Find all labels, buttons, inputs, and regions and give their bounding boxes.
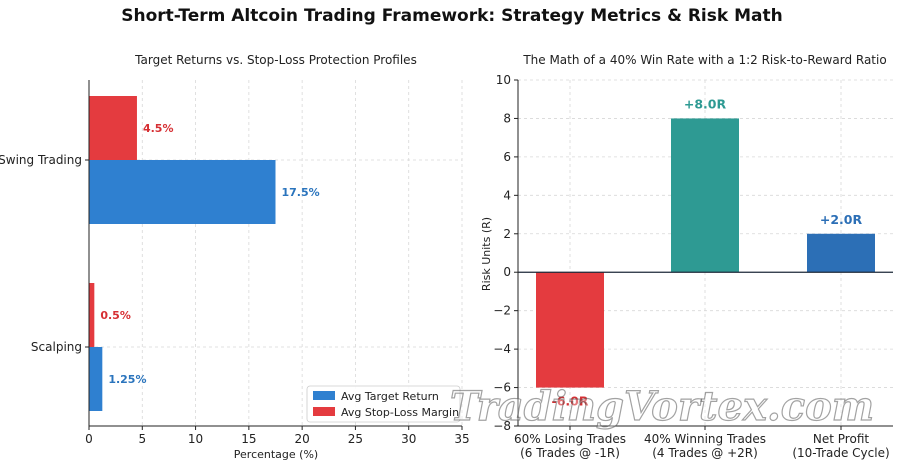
right-y-tick-label: −6 <box>493 381 511 395</box>
legend-entry: Avg Stop-Loss Margin <box>341 406 459 419</box>
left-x-tick-label: 5 <box>138 432 146 446</box>
legend: Avg Target Return Avg Stop-Loss Margin <box>306 385 461 423</box>
target-return-bar <box>89 160 276 224</box>
target-return-label: 1.25% <box>108 373 146 386</box>
right-x-tick-label: (4 Trades @ +2R) <box>652 446 758 460</box>
legend-entry: Avg Target Return <box>341 390 439 403</box>
left-x-tick-label: 25 <box>348 432 363 446</box>
risk-bar-label: +8.0R <box>684 96 727 111</box>
right-y-axis-label: Risk Units (R) <box>480 217 493 291</box>
right-x-tick-label: (10-Trade Cycle) <box>792 446 889 460</box>
watermark: TradingVortex.com <box>450 383 874 430</box>
stop-loss-bar <box>89 96 137 160</box>
figure-title: Short-Term Altcoin Trading Framework: St… <box>121 6 782 26</box>
right-y-tick-label: −4 <box>493 342 511 356</box>
right-bars: -6.0R +8.0R +2.0R <box>536 96 875 409</box>
right-chart: The Math of a 40% Win Rate with a 1:2 Ri… <box>480 53 893 460</box>
left-bars: 1.25% 17.5% 0.5% 4.5% <box>89 96 320 411</box>
right-y-tick-label: 10 <box>496 73 511 87</box>
stop-loss-bar <box>89 283 95 347</box>
risk-bar <box>671 118 739 273</box>
risk-bar <box>536 272 604 388</box>
left-x-axis-label: Percentage (%) <box>234 448 318 461</box>
right-x-tick-label: 40% Winning Trades <box>644 432 766 446</box>
right-y-tick-label: 0 <box>503 265 511 279</box>
left-x-tick-label: 30 <box>401 432 416 446</box>
right-x-tick-label: (6 Trades @ -1R) <box>520 446 620 460</box>
left-y-tick-label: Scalping <box>31 340 82 354</box>
right-y-tick-label: 2 <box>503 227 511 241</box>
target-return-bar <box>89 347 103 411</box>
legend-box <box>306 385 461 423</box>
right-y-tick-label: −8 <box>493 419 511 433</box>
left-x-tick-label: 20 <box>295 432 310 446</box>
right-x-tick-label: Net Profit <box>813 432 869 446</box>
right-x-tick-label: 60% Losing Trades <box>514 432 626 446</box>
stop-loss-label: 0.5% <box>100 309 131 322</box>
right-chart-title: The Math of a 40% Win Rate with a 1:2 Ri… <box>522 53 886 67</box>
left-y-tick-label: Swing Trading <box>0 153 82 167</box>
right-axes: −8 −6 −4 −2 0 2 4 6 8 10 60% Losing Trades(6 Trade… <box>493 73 893 460</box>
left-x-tick-label: 0 <box>85 432 93 446</box>
left-axes: 0 5 10 15 20 25 30 35 Scalping Swing Trading <box>0 80 470 446</box>
right-y-tick-label: 8 <box>503 111 511 125</box>
risk-bar <box>807 233 875 273</box>
left-x-tick-label: 15 <box>241 432 256 446</box>
right-y-tick-label: −2 <box>493 304 511 318</box>
right-y-tick-label: 4 <box>503 188 511 202</box>
legend-swatch <box>313 407 335 416</box>
target-return-label: 17.5% <box>282 186 320 199</box>
stop-loss-label: 4.5% <box>143 122 174 135</box>
left-chart: Target Returns vs. Stop-Loss Protection … <box>0 53 470 461</box>
left-x-tick-label: 10 <box>188 432 203 446</box>
risk-bar-label: +2.0R <box>820 212 863 227</box>
risk-bar-label: -6.0R <box>552 394 589 409</box>
left-x-tick-label: 35 <box>454 432 469 446</box>
legend-swatch <box>313 391 335 400</box>
left-chart-title: Target Returns vs. Stop-Loss Protection … <box>134 53 417 67</box>
right-y-tick-label: 6 <box>503 150 511 164</box>
